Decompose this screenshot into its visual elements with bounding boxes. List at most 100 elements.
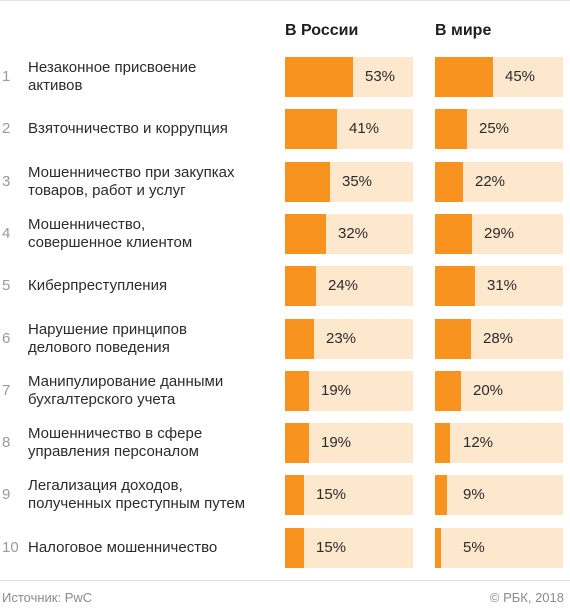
bar-track-russia: 19% [285, 370, 413, 411]
rank-number: 5 [2, 277, 11, 295]
category-label-line: Мошенничество при закупках [28, 163, 235, 181]
value-label: 29% [484, 224, 515, 242]
bar-russia [285, 527, 304, 568]
bar-track-russia: 19% [285, 423, 413, 464]
category-label-line: бухгалтерского учета [28, 390, 176, 408]
value-label: 15% [316, 538, 347, 556]
category-label-line: делового поведения [28, 338, 170, 356]
bar-track-world: 45% [435, 57, 563, 97]
value-label: 19% [321, 381, 352, 399]
value-label: 53% [365, 68, 396, 85]
bar-world [435, 213, 472, 254]
bar-world [435, 109, 467, 150]
bar-world [435, 370, 461, 411]
bar-russia [285, 266, 316, 307]
bar-world [435, 475, 447, 516]
value-label: 41% [349, 120, 380, 138]
category-label-line: Мошенничество, [28, 215, 146, 233]
bar-russia [285, 161, 330, 202]
value-label: 24% [328, 277, 359, 295]
top-divider [0, 0, 570, 1]
rank-number: 9 [2, 486, 11, 504]
value-label: 31% [487, 277, 518, 295]
rank-number: 7 [2, 381, 11, 399]
bar-russia [285, 213, 326, 254]
value-label: 12% [463, 434, 494, 452]
value-label: 20% [473, 381, 504, 399]
bar-russia [285, 370, 309, 411]
value-label: 28% [483, 329, 514, 347]
bar-track-world: 31% [435, 266, 563, 307]
category-label: Манипулирование данными бухгалтерского уч… [28, 373, 278, 409]
category-label-line: Мошенничество в сфере [28, 425, 203, 443]
bar-world [435, 266, 475, 307]
value-label: 35% [342, 172, 373, 190]
bar-track-world: 29% [435, 213, 563, 254]
category-label: Киберпреступления [28, 277, 278, 295]
category-label-line: Легализация доходов, [28, 477, 183, 495]
rank-number: 1 [2, 68, 11, 85]
value-label: 25% [479, 120, 510, 138]
value-label: 23% [326, 329, 357, 347]
category-label-line: полученных преступным путем [28, 495, 246, 513]
category-label-line: Налоговое мошенничество [28, 538, 218, 556]
value-label: 22% [475, 172, 506, 190]
category-label-line: управления персоналом [28, 443, 199, 461]
value-label: 15% [316, 486, 347, 504]
rank-number: 2 [2, 120, 11, 138]
category-label-line: Незаконное присвоение [28, 59, 197, 76]
bar-world [435, 161, 463, 202]
bar-track-world: 5% [435, 527, 563, 568]
bar-track-world: 28% [435, 318, 563, 359]
category-label-line: Киберпреступления [28, 277, 168, 295]
bar-track-russia: 24% [285, 266, 413, 307]
bar-world [435, 57, 493, 97]
bar-track-world: 9% [435, 475, 563, 516]
bar-world [435, 423, 450, 464]
category-label-line: Взяточничество и коррупция [28, 120, 228, 138]
rank-number: 8 [2, 434, 11, 452]
bar-track-russia: 53% [285, 57, 413, 97]
category-label-line: активов [28, 77, 83, 94]
category-label: Нарушение принципов делового поведения [28, 321, 278, 357]
rank-number: 6 [2, 329, 11, 347]
bar-track-russia: 15% [285, 475, 413, 516]
bar-russia [285, 318, 314, 359]
value-label: 5% [463, 538, 485, 556]
bar-track-world: 20% [435, 370, 563, 411]
category-label-line: Нарушение принципов [28, 320, 187, 338]
bar-russia [285, 475, 304, 516]
copyright-note: © РБК, 2018 [489, 590, 564, 605]
category-label-line: Манипулирование данными [28, 372, 224, 390]
category-label: Мошенничество, совершенное клиентом [28, 216, 278, 252]
column-header-world: В мире [435, 22, 492, 39]
category-label: Незаконное присвоение активов [28, 59, 278, 95]
bar-track-russia: 32% [285, 213, 413, 254]
bar-track-russia: 41% [285, 109, 413, 150]
bar-track-world: 12% [435, 423, 563, 464]
rank-number: 4 [2, 224, 11, 242]
value-label: 9% [463, 486, 485, 504]
rank-number: 10 [2, 538, 19, 556]
column-header-russia: В России [285, 22, 359, 39]
bar-track-world: 25% [435, 109, 563, 150]
bar-track-russia: 15% [285, 527, 413, 568]
source-note: Источник: PwC [2, 590, 93, 605]
bar-track-russia: 35% [285, 161, 413, 202]
bar-track-russia: 23% [285, 318, 413, 359]
value-label: 45% [505, 68, 536, 85]
bar-world [435, 527, 441, 568]
rank-number: 3 [2, 172, 11, 190]
value-label: 32% [338, 224, 369, 242]
bar-russia [285, 423, 309, 464]
bar-world [435, 318, 471, 359]
category-label-line: товаров, работ и услуг [28, 181, 186, 199]
category-label: Мошенничество при закупках товаров, работ… [28, 164, 278, 200]
bar-russia [285, 109, 337, 150]
category-label: Налоговое мошенничество [28, 539, 278, 557]
category-label-line: совершенное клиентом [28, 233, 193, 251]
category-label: Легализация доходов, полученных преступны… [28, 477, 278, 513]
category-label: Взяточничество и коррупция [28, 120, 278, 138]
bar-track-world: 22% [435, 161, 563, 202]
bar-russia [285, 57, 353, 97]
